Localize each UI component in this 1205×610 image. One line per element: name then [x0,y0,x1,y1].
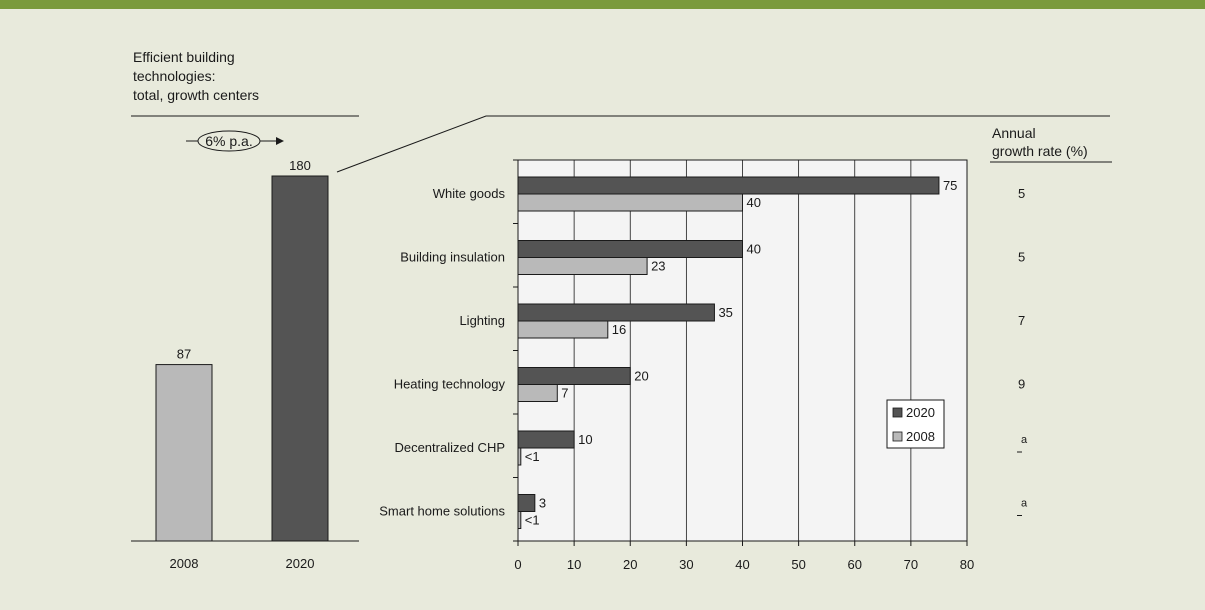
category-label-building-insulation: Building insulation [400,250,505,265]
bar-heating-technology-2020 [517,367,631,385]
growth-header-line-1: Annual [992,125,1036,141]
connector-line [336,115,1110,173]
legend: 2020 2008 [886,399,945,449]
data-label-white-goods-2008: 40 [747,195,761,210]
legend-label-2020: 2020 [906,405,935,420]
x-tick-label-50: 50 [791,557,805,572]
growth-rate-column: 5 5 7 9 a a [1017,186,1028,516]
bar-white-goods-2020 [517,176,940,195]
grid-lines [573,160,912,541]
x-tick-label-10: 10 [567,557,581,572]
bar-smart-home-solutions-2020 [517,494,536,512]
category-label-2008: 2008 [170,556,199,571]
growth-footnote-decentralized-chp: a [1021,434,1028,446]
bar-decentralized-chp-2020 [517,430,575,449]
data-label-smart-home-solutions-2008: <1 [525,513,540,528]
left-title-line-2: technologies: [133,68,216,84]
left-title-line-3: total, growth centers [133,87,259,103]
category-label-smart-home-solutions: Smart home solutions [379,504,505,519]
left-title-line-1: Efficient building [133,49,235,65]
x-tick-label-0: 0 [514,557,521,572]
bar-lighting-2008 [517,320,609,339]
x-tick-label-80: 80 [960,557,974,572]
value-label-total-2008: 87 [177,347,191,362]
bar-building-insulation-2020 [517,240,743,258]
x-tick-label-70: 70 [904,557,918,572]
data-label-heating-technology-2008: 7 [561,386,568,401]
data-label-white-goods-2020: 75 [943,178,957,193]
growth-rate-white-goods: 5 [1018,186,1025,201]
legend-swatch-2008 [892,431,903,442]
data-label-lighting-2020: 35 [718,305,732,320]
value-label-total-2020: 180 [289,158,311,173]
growth-rate-lighting: 7 [1018,313,1025,328]
x-axis-ticks: 0 10 20 30 40 50 60 70 80 [514,541,974,572]
growth-annotation: 6% p.a. [186,130,284,152]
x-tick-label-40: 40 [735,557,749,572]
data-label-decentralized-chp-2020: 10 [578,432,592,447]
data-label-smart-home-solutions-2020: 3 [539,496,546,511]
growth-arrow-head-icon [276,137,284,145]
x-tick-label-20: 20 [623,557,637,572]
growth-rate-heating-technology: 9 [1018,377,1025,392]
bar-total-2020 [271,175,329,542]
bar-total-2008 [155,364,213,542]
data-label-heating-technology-2020: 20 [634,369,648,384]
legend-label-2008: 2008 [906,429,935,444]
legend-swatch-2020 [892,407,903,418]
growth-annotation-text: 6% p.a. [205,133,252,149]
data-label-building-insulation-2020: 40 [747,242,761,257]
data-label-lighting-2008: 16 [612,322,626,337]
category-label-2020: 2020 [286,556,315,571]
bar-white-goods-2008 [517,193,743,212]
left-chart-marks: 87 2008 180 2020 [155,158,329,571]
top-accent-bar [0,0,1205,9]
bar-building-insulation-2008 [517,257,648,275]
bar-smart-home-solutions-2008 [517,511,522,529]
bar-decentralized-chp-2008 [517,447,522,466]
bar-lighting-2020 [517,303,715,322]
data-label-decentralized-chp-2008: <1 [525,449,540,464]
growth-footnote-smart-home-solutions: a [1021,498,1028,510]
right-chart-marks: White goods 75 40 Building insulation 40 23 Li… [379,176,957,529]
x-tick-label-60: 60 [848,557,862,572]
x-tick-label-30: 30 [679,557,693,572]
category-label-heating-technology: Heating technology [394,377,506,392]
category-axis-ticks [513,159,518,542]
bar-heating-technology-2008 [517,384,558,402]
category-label-white-goods: White goods [433,186,506,201]
growth-header-line-2: growth rate (%) [992,143,1088,159]
data-label-building-insulation-2008: 23 [651,259,665,274]
growth-rate-building-insulation: 5 [1018,250,1025,265]
category-label-decentralized-chp: Decentralized CHP [394,440,505,455]
category-label-lighting: Lighting [459,313,505,328]
